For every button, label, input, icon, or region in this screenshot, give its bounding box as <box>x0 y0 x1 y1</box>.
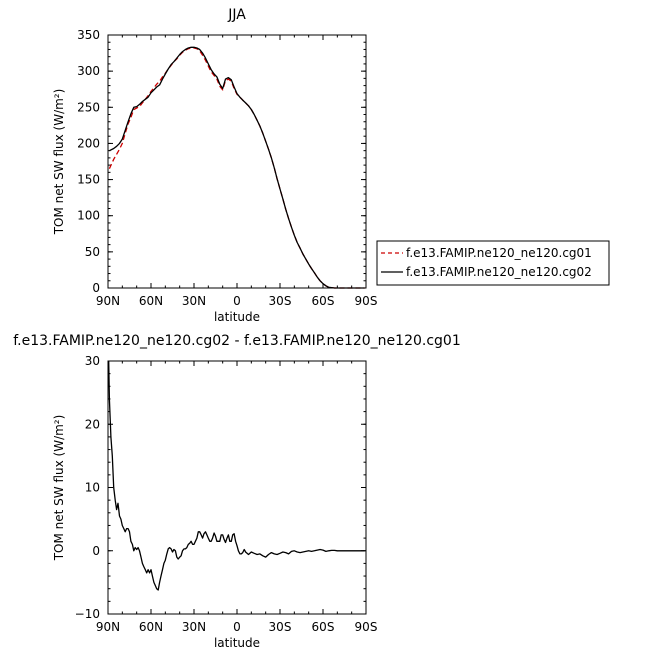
bottom-y-axis-label: TOM net SW flux (W/m²) <box>52 415 66 562</box>
top-x-axis: 90N 60N 30N 0 30S 60S 90S <box>96 35 378 308</box>
bottom-plot-title: f.e13.FAMIP.ne120_ne120.cg02 - f.e13.FAM… <box>13 333 461 349</box>
x-tick-label: 90N <box>96 620 120 634</box>
bottom-x-axis-label: latitude <box>214 636 260 650</box>
bottom-x-axis: 90N 60N 30N 0 30S 60S 90S <box>96 361 378 634</box>
top-plot: JJA 0 50 100 150 200 250 300 350 90N 60N 30N 0 30S 6… <box>52 7 377 324</box>
series-line-1 <box>108 360 365 591</box>
y-tick-label: 50 <box>85 245 100 259</box>
y-tick-label: 300 <box>77 64 100 78</box>
legend: f.e13.FAMIP.ne120_ne120.cg01 f.e13.FAMIP… <box>376 240 610 286</box>
top-y-axis: 0 50 100 150 200 250 300 350 <box>77 28 366 295</box>
bottom-y-axis: −10 0 10 20 30 <box>75 354 366 621</box>
y-tick-label: 30 <box>85 354 100 368</box>
top-plot-frame <box>107 34 367 289</box>
series-line-1 <box>108 47 365 289</box>
y-tick-label: 350 <box>77 28 100 42</box>
x-tick-label: 90S <box>355 294 378 308</box>
x-tick-label: 0 <box>233 620 241 634</box>
x-tick-label: 30N <box>182 620 206 634</box>
x-tick-label: 60S <box>312 294 335 308</box>
x-tick-label: 30N <box>182 294 206 308</box>
top-y-axis-label: TOM net SW flux (W/m²) <box>52 89 66 236</box>
x-tick-label: 30S <box>269 294 292 308</box>
y-tick-label: 0 <box>92 281 100 295</box>
x-tick-label: 60S <box>312 620 335 634</box>
top-plot-title: JJA <box>227 7 246 23</box>
y-tick-label: 150 <box>77 173 100 187</box>
x-tick-label: 90N <box>96 294 120 308</box>
legend-label-cg01: f.e13.FAMIP.ne120_ne120.cg01 <box>406 246 592 260</box>
y-tick-label: 200 <box>77 136 100 150</box>
y-tick-label: −10 <box>75 607 100 621</box>
series-line-2 <box>109 46 365 289</box>
x-tick-label: 90S <box>355 620 378 634</box>
top-x-axis-label: latitude <box>214 310 260 324</box>
y-tick-label: 100 <box>77 209 100 223</box>
y-tick-label: 0 <box>92 544 100 558</box>
bottom-plot-frame <box>107 360 367 615</box>
x-tick-label: 60N <box>139 294 163 308</box>
y-tick-label: 20 <box>85 417 100 431</box>
bottom-series <box>108 360 365 591</box>
x-tick-label: 30S <box>269 620 292 634</box>
legend-label-cg02: f.e13.FAMIP.ne120_ne120.cg02 <box>406 265 592 279</box>
x-tick-label: 0 <box>233 294 241 308</box>
top-series <box>108 46 365 289</box>
bottom-plot: f.e13.FAMIP.ne120_ne120.cg02 - f.e13.FAM… <box>13 333 461 650</box>
legend-box <box>376 240 610 286</box>
y-tick-label: 250 <box>77 100 100 114</box>
x-tick-label: 60N <box>139 620 163 634</box>
y-tick-label: 10 <box>85 481 100 495</box>
